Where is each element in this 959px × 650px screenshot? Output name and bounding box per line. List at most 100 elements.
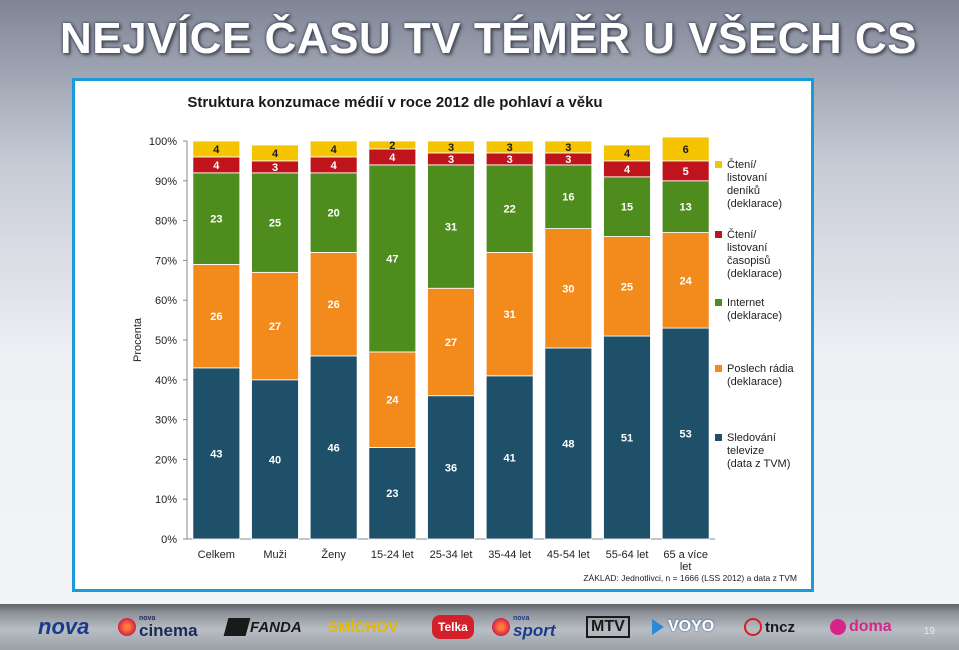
legend-label: Internet	[727, 297, 764, 309]
data-label: 46	[328, 442, 340, 454]
bar-segment	[544, 228, 593, 349]
swirl-icon	[118, 618, 136, 636]
footer-logo-bar: nova nova cinema FANDA SMÍCHOV Telka nov…	[0, 604, 959, 650]
data-label: 31	[504, 309, 516, 321]
legend-swatch	[715, 299, 722, 306]
bar-segment	[251, 172, 299, 273]
data-label: 40	[269, 454, 281, 466]
x-tick-label: Ženy	[321, 548, 346, 561]
data-label: 3	[448, 142, 454, 154]
x-tick-label: 15-24 let	[371, 549, 414, 561]
smichov-logo-text: SMÍCHOV	[328, 618, 399, 636]
data-label: 53	[680, 429, 692, 441]
bar-segment	[603, 144, 651, 162]
y-tick-label: 60%	[155, 295, 177, 307]
x-tick-label: Celkem	[198, 549, 235, 561]
bar-segment	[485, 140, 534, 154]
fanda-logo[interactable]: FANDA	[223, 614, 302, 640]
data-label: 3	[448, 154, 454, 166]
data-label: 24	[680, 275, 693, 287]
data-label: 6	[683, 144, 689, 156]
legend-label: listovaní	[727, 242, 767, 254]
data-label: 15	[621, 202, 633, 214]
data-label: 3	[565, 142, 571, 154]
legend-label: Čtení/	[727, 228, 757, 241]
data-label: 4	[213, 160, 220, 172]
y-tick-label: 90%	[155, 176, 177, 188]
bar-segment	[661, 327, 710, 540]
nova-cinema-text: cinema	[139, 621, 198, 640]
fanda-logo-text: FANDA	[250, 618, 302, 636]
legend-label: (deklarace)	[727, 268, 782, 280]
voyo-logo-text: VOYO	[668, 618, 715, 635]
tncz-logo[interactable]: tncz	[744, 614, 795, 640]
bar-segment	[661, 180, 710, 233]
data-label: 43	[210, 448, 222, 460]
flower-icon	[830, 619, 846, 635]
voyo-logo[interactable]: VOYO	[652, 614, 714, 640]
legend-label: (deklarace)	[727, 376, 782, 388]
x-tick-label: 55-64 let	[606, 549, 649, 561]
bar-segment	[603, 335, 651, 540]
chart-title: Struktura konzumace médií v roce 2012 dl…	[187, 94, 602, 111]
doma-logo[interactable]: doma	[830, 614, 892, 640]
data-label: 27	[269, 321, 281, 333]
bar-segment	[427, 164, 475, 289]
slide-number: 19	[923, 626, 935, 637]
legend-swatch	[715, 161, 722, 168]
bar-segment	[192, 172, 241, 265]
bar-segment	[309, 172, 358, 253]
data-label: 23	[386, 488, 398, 500]
data-label: 36	[445, 462, 457, 474]
x-tick-label: 65 a více	[663, 549, 708, 561]
nova-sport-text: sport	[513, 621, 556, 640]
legend-label: (data z TVM)	[727, 458, 790, 470]
smichov-logo[interactable]: SMÍCHOV	[328, 614, 398, 640]
bar-segment	[661, 136, 710, 162]
bar-segment	[544, 347, 593, 540]
data-label: 30	[562, 283, 574, 295]
mtv-logo-text: MTV	[586, 616, 630, 638]
mtv-logo[interactable]: MTV	[586, 614, 630, 640]
data-label: 48	[562, 438, 574, 450]
nova-sport-logo[interactable]: nova sport	[492, 614, 556, 640]
play-icon	[652, 619, 664, 635]
data-label: 3	[565, 154, 571, 166]
telka-logo-text: Telka	[432, 615, 474, 639]
power-icon	[744, 618, 762, 636]
nova-logo[interactable]: nova	[38, 614, 89, 640]
data-label: 2	[389, 140, 395, 152]
data-label: 31	[445, 222, 457, 234]
bar-segment	[192, 140, 241, 158]
y-tick-label: 50%	[155, 335, 177, 347]
legend-label: (deklarace)	[727, 198, 782, 210]
data-label: 4	[213, 144, 220, 156]
bar-segment	[485, 252, 534, 377]
legend-label: televize	[727, 445, 764, 457]
chart-frame: Struktura konzumace médií v roce 2012 dl…	[72, 78, 814, 592]
telka-logo[interactable]: Telka	[432, 614, 474, 640]
data-label: 23	[210, 214, 222, 226]
nova-cinema-logo[interactable]: nova cinema	[118, 614, 198, 640]
bar-segment	[368, 140, 417, 150]
data-label: 4	[272, 148, 279, 160]
legend-label: deníků	[727, 185, 760, 197]
data-label: 4	[624, 148, 631, 160]
y-tick-label: 10%	[155, 494, 177, 506]
data-label: 47	[386, 253, 398, 265]
bar-segment	[368, 164, 417, 353]
data-label: 16	[562, 192, 574, 204]
legend-label: Čtení/	[727, 158, 757, 171]
bar-segment	[485, 164, 534, 253]
data-label: 22	[504, 204, 516, 216]
legend-swatch	[715, 231, 722, 238]
data-label: 51	[621, 433, 633, 445]
data-label: 3	[507, 142, 513, 154]
x-tick-label: 35-44 let	[488, 549, 531, 561]
base-note: ZÁKLAD: Jednotlivci, n = 1666 (LSS 2012)…	[583, 573, 797, 583]
data-label: 26	[328, 299, 340, 311]
y-tick-label: 0%	[161, 534, 177, 546]
nova-sport-small: nova	[513, 615, 530, 622]
bar-segment	[427, 395, 475, 540]
bar-segment	[309, 252, 358, 357]
